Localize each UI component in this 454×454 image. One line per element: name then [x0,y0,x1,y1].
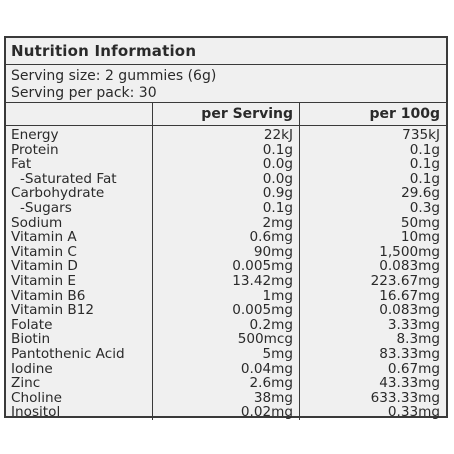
nutrient-name: Biotin [11,331,51,348]
nutrient-name: Vitamin C [11,243,77,260]
per-serving-value: 0.9g [262,185,293,202]
per-100g-value: 223.67mg [370,272,440,289]
per-serving-value: 0.04mg [240,360,293,377]
per-100g-value: 0.67mg [387,360,440,377]
per-serving-value: 0.005mg [232,258,293,275]
per-100g-value: 0.3g [409,199,440,216]
nutrient-name: -Saturated Fat [20,170,117,187]
per-serving-value: 13.42mg [232,272,293,289]
table-header: per Serving per 100g [6,103,446,126]
per-100g-value: 50mg [400,214,440,231]
nutrient-name: Iodine [11,360,53,377]
per-100g-value: 735kJ [402,127,440,143]
per-serving-value: 0.02mg [240,404,293,421]
per-serving-value: 0.1g [262,199,293,216]
nutrient-name: Inositol [11,404,61,421]
per-serving-value: 38mg [253,389,293,406]
serving-size: Serving size: 2 gummies (6g) [11,68,217,84]
per-100g-value: 3.33mg [387,316,440,333]
per-serving-value: 0.1g [262,141,293,158]
per-100g-value: 1,500mg [379,243,440,260]
nutrient-name: Vitamin B12 [11,302,95,319]
per-100g-value: 0.1g [409,156,440,173]
per-serving-value: 0.005mg [232,302,293,319]
per-100g-value: 633.33mg [370,389,440,406]
nutrient-name: Pantothenic Acid [11,345,125,362]
nutrient-name: Vitamin D [11,258,78,275]
nutrient-name: Vitamin E [11,272,76,289]
per-100g-column: 735kJ 0.1g 0.1g 0.1g 29.6g 0.3g 50mg 10mg 1,500m… [299,126,446,420]
per-serving-value: 5mg [262,345,293,362]
nutrient-name: Carbohydrate [11,185,105,202]
serving-per-pack: Serving per pack: 30 [11,85,157,101]
per-serving-column: 22kJ 0.1g 0.0g 0.0g 0.9g 0.1g 2mg 0.6mg 90mg 0.00… [152,126,299,420]
table-body: Energy Protein Fat -Saturated Fat Carbohydra… [6,126,446,420]
per-100g-value: 0.33mg [387,404,440,421]
nutrient-name: Vitamin B6 [11,287,86,304]
per-serving-value: 22kJ [263,127,293,143]
header-per-serving: per Serving [152,103,299,125]
nutrient-name: Folate [11,316,53,333]
nutrient-name: Zinc [11,375,41,392]
per-serving-value: 0.6mg [249,229,294,246]
per-serving-value: 2.6mg [249,375,294,392]
nutrient-name-column: Energy Protein Fat -Saturated Fat Carbohydra… [6,126,152,420]
per-100g-value: 0.083mg [379,302,440,319]
per-100g-value: 0.083mg [379,258,440,275]
per-100g-value: 8.3mg [396,331,441,348]
serving-info: Serving size: 2 gummies (6g) Serving per… [6,65,446,103]
nutrient-name: Energy [11,127,59,143]
per-100g-value: 10mg [400,229,440,246]
nutrition-title: Nutrition Information [6,38,446,65]
per-100g-value: 0.1g [409,141,440,158]
per-serving-value: 0.2mg [249,316,294,333]
nutrient-name: Choline [11,389,62,406]
nutrient-name: Fat [11,156,32,173]
nutrition-panel: Nutrition Information Serving size: 2 gu… [4,36,448,420]
per-serving-value: 90mg [253,243,293,260]
per-serving-value: 0.0g [262,170,293,187]
header-per-100g: per 100g [299,103,446,125]
per-100g-value: 83.33mg [379,345,440,362]
per-100g-value: 0.1g [409,170,440,187]
nutrition-table: per Serving per 100g Energy Protein Fat -Sa… [6,103,446,420]
per-100g-value: 29.6g [401,185,440,202]
nutrient-name: Sodium [11,214,63,231]
nutrient-name: Vitamin A [11,229,77,246]
per-100g-value: 16.67mg [379,287,440,304]
nutrient-name: Protein [11,141,59,158]
header-name-cell [6,103,152,125]
per-serving-value: 500mcg [237,331,293,348]
per-serving-value: 2mg [262,214,293,231]
per-100g-value: 43.33mg [379,375,440,392]
per-serving-value: 1mg [262,287,293,304]
nutrient-name: -Sugars [20,199,72,216]
per-serving-value: 0.0g [262,156,293,173]
